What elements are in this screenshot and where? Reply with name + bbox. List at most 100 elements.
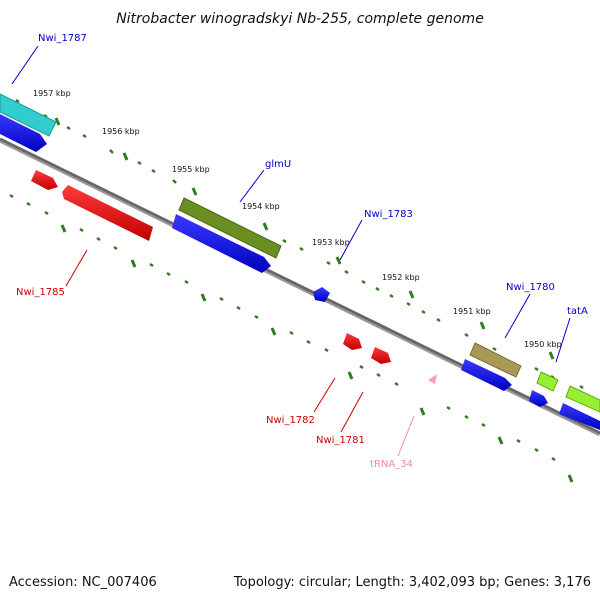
tick-mark: [516, 438, 521, 444]
major-tick: [130, 259, 137, 268]
major-tick: [335, 256, 342, 265]
cds-reverse-bar[interactable]: [31, 170, 58, 190]
gene-Nwi_1783-bar[interactable]: [313, 287, 330, 302]
tick-mark: [44, 210, 49, 216]
major-tick: [347, 371, 354, 380]
tick-mark: [299, 246, 304, 252]
tick-mark: [389, 293, 394, 299]
tick-mark: [79, 227, 84, 233]
gene-label-tata[interactable]: tatA: [567, 306, 588, 317]
major-tick: [548, 351, 555, 360]
kbp-label: 1955 kbp: [172, 165, 210, 174]
gene-Nwi_1781-bar[interactable]: [371, 347, 391, 364]
label-leaders: [11, 45, 571, 457]
tick-mark: [15, 98, 20, 104]
outer-tick-track: [15, 98, 584, 390]
tick-mark: [344, 269, 349, 275]
tick-mark: [326, 260, 331, 266]
tick-mark: [551, 456, 556, 462]
major-tick: [54, 117, 61, 126]
gene-Nwi_1785-bar[interactable]: [62, 185, 153, 241]
leader-line: [397, 415, 415, 457]
tick-mark: [82, 133, 87, 139]
gene-Nwi_1782-bar[interactable]: [343, 333, 362, 350]
gene-glmU-bar[interactable]: [178, 197, 282, 259]
cds-forward-bar[interactable]: [0, 114, 47, 152]
gene-label-glmu[interactable]: glmU: [265, 159, 291, 170]
gene-label-nwi-1785[interactable]: Nwi_1785: [16, 287, 65, 298]
leader-line: [65, 249, 88, 287]
major-tick: [122, 152, 129, 161]
reverse-features[interactable]: [31, 170, 437, 384]
major-tick: [262, 222, 269, 231]
tick-mark: [113, 245, 118, 251]
genome-summary-text: Topology: circular; Length: 3,402,093 bp…: [233, 575, 591, 590]
trna-34-marker[interactable]: [428, 374, 437, 384]
tick-mark: [375, 286, 380, 292]
tick-mark: [166, 271, 171, 277]
gene-label-nwi-1783[interactable]: Nwi_1783: [364, 209, 413, 220]
leader-line: [11, 45, 39, 85]
tick-mark: [436, 317, 441, 323]
major-tick: [567, 474, 574, 483]
cds-forward-bar[interactable]: [172, 214, 271, 273]
lime-feature-bar[interactable]: [565, 385, 600, 413]
kbp-scale-labels: 1957 kbp 1956 kbp 1955 kbp 1954 kbp 1953…: [33, 89, 562, 349]
inner-tick-track: [9, 193, 556, 462]
accession-text: Accession: NC_007406: [9, 575, 157, 590]
tick-mark: [324, 347, 329, 353]
tick-mark: [464, 414, 469, 420]
major-tick: [408, 290, 415, 299]
tick-mark: [151, 168, 156, 174]
leader-line: [504, 293, 531, 339]
tick-mark: [464, 332, 469, 338]
major-tick: [200, 293, 207, 302]
forward-features[interactable]: [0, 93, 600, 430]
leader-line: [339, 219, 363, 261]
tick-mark: [394, 381, 399, 387]
leader-line: [340, 391, 364, 433]
kbp-label: 1952 kbp: [382, 273, 420, 282]
tick-mark: [579, 384, 584, 390]
cds-forward-bar[interactable]: [559, 403, 600, 430]
tick-mark: [43, 113, 48, 119]
gene-label-nwi-1781[interactable]: Nwi_1781: [316, 435, 365, 446]
tick-mark: [481, 422, 486, 428]
gene-label-trna-34[interactable]: tRNA_34: [370, 459, 413, 470]
tick-mark: [109, 149, 114, 154]
tick-mark: [219, 296, 224, 302]
tick-mark: [534, 366, 539, 372]
tick-mark: [361, 279, 366, 285]
kbp-label: 1953 kbp: [312, 238, 350, 247]
tick-mark: [66, 125, 71, 131]
tick-mark: [406, 301, 411, 307]
tick-mark: [254, 314, 259, 320]
tick-mark: [96, 236, 101, 242]
gene-label-nwi-1782[interactable]: Nwi_1782: [266, 415, 315, 426]
tick-mark: [376, 372, 381, 378]
cds-forward-bar[interactable]: [461, 359, 512, 391]
major-tick: [191, 187, 198, 196]
gene-Nwi_1787-bar[interactable]: [0, 93, 57, 137]
tick-mark: [282, 238, 287, 244]
tick-mark: [236, 305, 241, 311]
cds-forward-bar[interactable]: [529, 390, 548, 407]
tick-mark: [137, 160, 142, 166]
tick-mark: [149, 262, 154, 268]
kbp-label: 1957 kbp: [33, 89, 71, 98]
kbp-label: 1951 kbp: [453, 307, 491, 316]
tick-mark: [446, 405, 451, 411]
outer-major-ticks: [54, 117, 555, 360]
tick-mark: [172, 179, 177, 184]
gene-label-nwi-1787[interactable]: Nwi_1787: [38, 33, 87, 44]
gene-tatA-bar[interactable]: [536, 371, 559, 392]
major-tick: [270, 327, 277, 336]
gene-Nwi_1780-bar[interactable]: [469, 342, 522, 378]
tick-mark: [26, 201, 31, 207]
gene-label-nwi-1780[interactable]: Nwi_1780: [506, 282, 555, 293]
map-title: Nitrobacter winogradskyi Nb-255, complet…: [116, 11, 484, 27]
major-tick: [497, 436, 504, 445]
major-tick: [419, 407, 426, 416]
gene-labels: Nwi_1787 glmU Nwi_1783 Nwi_1780 tatA Nwi…: [16, 33, 588, 470]
